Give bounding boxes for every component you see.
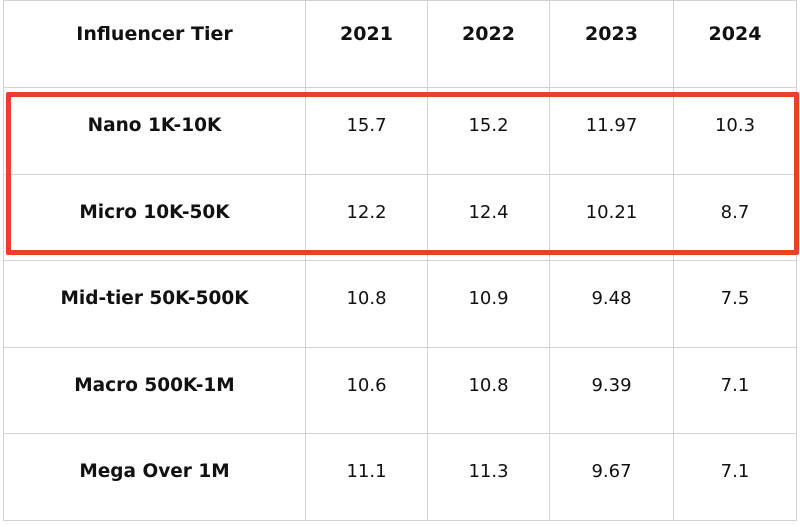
value-cell: 11.1 (305, 433, 428, 521)
table-row: Micro 10K-50K 12.2 12.4 10.21 8.7 (3, 173, 797, 262)
value-cell: 7.1 (673, 346, 797, 435)
value-cell: 10.8 (427, 346, 550, 435)
value-cell: 9.67 (549, 433, 674, 521)
value-cell: 9.39 (549, 346, 674, 435)
table-row: Mega Over 1M 11.1 11.3 9.67 7.1 (3, 433, 797, 521)
value-cell: 11.3 (427, 433, 550, 521)
table-row: Nano 1K-10K 15.7 15.2 11.97 10.3 (3, 87, 797, 175)
tier-cell: Macro 500K-1M (3, 346, 306, 435)
value-cell: 15.7 (305, 87, 428, 175)
table-row: Mid-tier 50K-500K 10.8 10.9 9.48 7.5 (3, 260, 797, 348)
value-cell: 8.7 (673, 173, 797, 262)
value-cell: 11.97 (549, 87, 674, 175)
value-cell: 7.1 (673, 433, 797, 521)
header-year-2024: 2024 (673, 0, 797, 88)
header-influencer-tier: Influencer Tier (3, 0, 306, 88)
value-cell: 15.2 (427, 87, 550, 175)
value-cell: 7.5 (673, 260, 797, 348)
tier-cell: Micro 10K-50K (3, 173, 306, 262)
value-cell: 12.2 (305, 173, 428, 262)
tier-cell: Mid-tier 50K-500K (3, 260, 306, 348)
tier-cell: Nano 1K-10K (3, 87, 306, 175)
header-year-2021: 2021 (305, 0, 428, 88)
tier-cell: Mega Over 1M (3, 433, 306, 521)
value-cell: 10.21 (549, 173, 674, 262)
value-cell: 9.48 (549, 260, 674, 348)
value-cell: 10.3 (673, 87, 797, 175)
engagement-table: Influencer Tier 2021 2022 2023 2024 Nano… (3, 0, 797, 521)
header-year-2022: 2022 (427, 0, 550, 88)
header-year-2023: 2023 (549, 0, 674, 88)
value-cell: 12.4 (427, 173, 550, 262)
value-cell: 10.8 (305, 260, 428, 348)
value-cell: 10.6 (305, 346, 428, 435)
header-row: Influencer Tier 2021 2022 2023 2024 (3, 0, 797, 88)
table-row: Macro 500K-1M 10.6 10.8 9.39 7.1 (3, 346, 797, 435)
value-cell: 10.9 (427, 260, 550, 348)
